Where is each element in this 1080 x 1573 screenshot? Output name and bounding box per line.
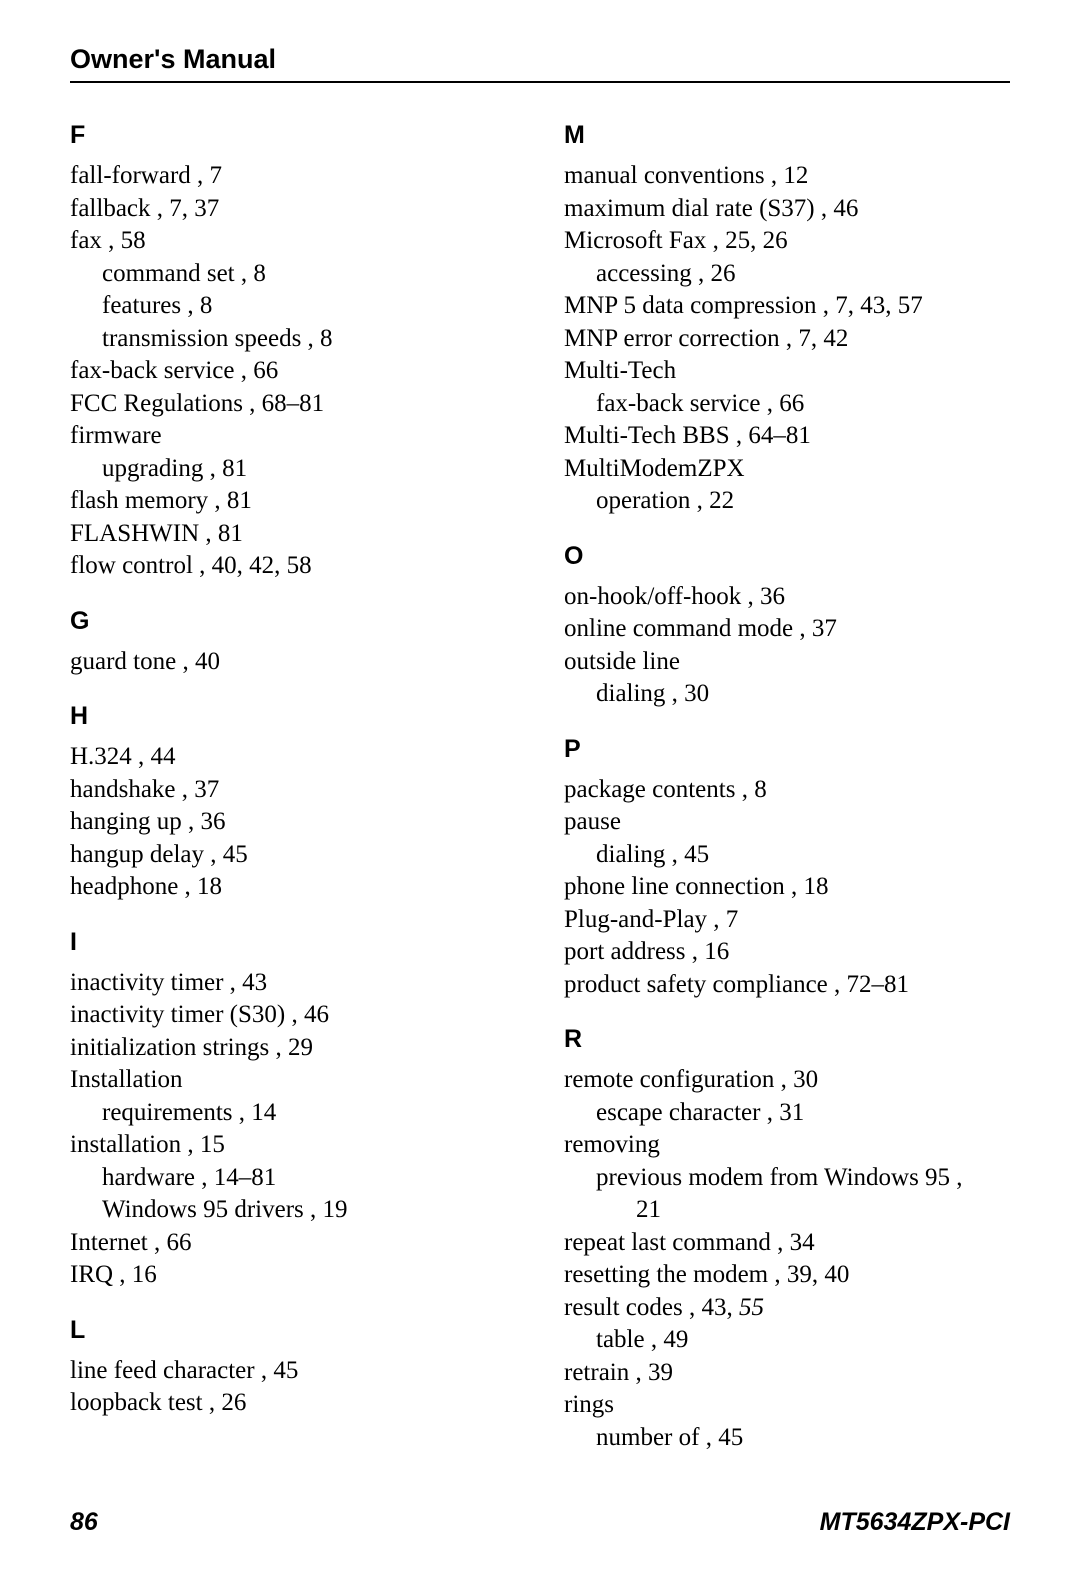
page-number: 86 bbox=[70, 1508, 98, 1537]
index-entry: fax-back service , 66 bbox=[564, 388, 1010, 421]
index-entry: Multi-Tech bbox=[564, 355, 1010, 388]
index-entry: fax-back service , 66 bbox=[70, 355, 516, 388]
index-entry: resetting the modem , 39, 40 bbox=[564, 1259, 1010, 1292]
index-entry: IRQ , 16 bbox=[70, 1259, 516, 1292]
index-entry: number of , 45 bbox=[564, 1422, 1010, 1455]
index-entry: 21 bbox=[564, 1194, 1010, 1227]
index-letter: R bbox=[564, 1025, 1010, 1054]
index-entry: previous modem from Windows 95 , bbox=[564, 1162, 1010, 1195]
index-entry: port address , 16 bbox=[564, 936, 1010, 969]
index-columns: Ffall-forward , 7fallback , 7, 37fax , 5… bbox=[70, 111, 1010, 1454]
index-entry: Installation bbox=[70, 1064, 516, 1097]
index-entry: Windows 95 drivers , 19 bbox=[70, 1194, 516, 1227]
index-entry: remote configuration , 30 bbox=[564, 1064, 1010, 1097]
index-entry: product safety compliance , 72–81 bbox=[564, 969, 1010, 1002]
index-entry: Internet , 66 bbox=[70, 1227, 516, 1260]
index-entry: features , 8 bbox=[70, 290, 516, 323]
index-letter: I bbox=[70, 928, 516, 957]
model-number: MT5634ZPX-PCI bbox=[820, 1508, 1010, 1537]
index-entry: flow control , 40, 42, 58 bbox=[70, 550, 516, 583]
index-entry: escape character , 31 bbox=[564, 1097, 1010, 1130]
index-entry: removing bbox=[564, 1129, 1010, 1162]
index-entry: hardware , 14–81 bbox=[70, 1162, 516, 1195]
index-entry: flash memory , 81 bbox=[70, 485, 516, 518]
index-entry: line feed character , 45 bbox=[70, 1355, 516, 1388]
index-entry: Microsoft Fax , 25, 26 bbox=[564, 225, 1010, 258]
index-entry: transmission speeds , 8 bbox=[70, 323, 516, 356]
index-entry: operation , 22 bbox=[564, 485, 1010, 518]
index-letter: G bbox=[70, 607, 516, 636]
index-entry: hanging up , 36 bbox=[70, 806, 516, 839]
index-letter: L bbox=[70, 1316, 516, 1345]
index-entry: maximum dial rate (S37) , 46 bbox=[564, 193, 1010, 226]
index-entry: inactivity timer (S30) , 46 bbox=[70, 999, 516, 1032]
index-entry: Plug-and-Play , 7 bbox=[564, 904, 1010, 937]
index-letter: H bbox=[70, 702, 516, 731]
index-entry: guard tone , 40 bbox=[70, 646, 516, 679]
index-entry: H.324 , 44 bbox=[70, 741, 516, 774]
index-letter: P bbox=[564, 735, 1010, 764]
index-entry: MultiModemZPX bbox=[564, 453, 1010, 486]
index-entry: command set , 8 bbox=[70, 258, 516, 291]
index-entry: FCC Regulations , 68–81 bbox=[70, 388, 516, 421]
index-letter: M bbox=[564, 121, 1010, 150]
index-entry: installation , 15 bbox=[70, 1129, 516, 1162]
index-entry: outside line bbox=[564, 646, 1010, 679]
page-header-title: Owner's Manual bbox=[70, 44, 1010, 75]
index-entry: firmware bbox=[70, 420, 516, 453]
index-entry: manual conventions , 12 bbox=[564, 160, 1010, 193]
index-column-left: Ffall-forward , 7fallback , 7, 37fax , 5… bbox=[70, 111, 516, 1454]
index-column-right: Mmanual conventions , 12maximum dial rat… bbox=[564, 111, 1010, 1454]
index-entry: inactivity timer , 43 bbox=[70, 967, 516, 1000]
index-entry: repeat last command , 34 bbox=[564, 1227, 1010, 1260]
index-entry: hangup delay , 45 bbox=[70, 839, 516, 872]
index-entry: loopback test , 26 bbox=[70, 1387, 516, 1420]
index-entry: dialing , 45 bbox=[564, 839, 1010, 872]
index-entry: MNP 5 data compression , 7, 43, 57 bbox=[564, 290, 1010, 323]
index-entry: pause bbox=[564, 806, 1010, 839]
header-rule bbox=[70, 81, 1010, 83]
index-entry: package contents , 8 bbox=[564, 774, 1010, 807]
index-entry: MNP error correction , 7, 42 bbox=[564, 323, 1010, 356]
index-entry: upgrading , 81 bbox=[70, 453, 516, 486]
index-letter: F bbox=[70, 121, 516, 150]
index-entry: fax , 58 bbox=[70, 225, 516, 258]
index-entry: phone line connection , 18 bbox=[564, 871, 1010, 904]
index-entry: on-hook/off-hook , 36 bbox=[564, 581, 1010, 614]
index-entry: FLASHWIN , 81 bbox=[70, 518, 516, 551]
page-footer: 86 MT5634ZPX-PCI bbox=[70, 1508, 1010, 1537]
index-entry: rings bbox=[564, 1389, 1010, 1422]
index-entry: online command mode , 37 bbox=[564, 613, 1010, 646]
index-entry: retrain , 39 bbox=[564, 1357, 1010, 1390]
index-entry-italic: 55 bbox=[739, 1294, 764, 1321]
index-entry: fall-forward , 7 bbox=[70, 160, 516, 193]
index-entry: headphone , 18 bbox=[70, 871, 516, 904]
index-entry: table , 49 bbox=[564, 1324, 1010, 1357]
index-entry: requirements , 14 bbox=[70, 1097, 516, 1130]
index-entry: result codes , 43, 55 bbox=[564, 1292, 1010, 1325]
index-entry: handshake , 37 bbox=[70, 774, 516, 807]
index-entry: fallback , 7, 37 bbox=[70, 193, 516, 226]
index-entry: accessing , 26 bbox=[564, 258, 1010, 291]
index-letter: O bbox=[564, 542, 1010, 571]
index-entry: Multi-Tech BBS , 64–81 bbox=[564, 420, 1010, 453]
index-entry: initialization strings , 29 bbox=[70, 1032, 516, 1065]
index-entry: dialing , 30 bbox=[564, 678, 1010, 711]
